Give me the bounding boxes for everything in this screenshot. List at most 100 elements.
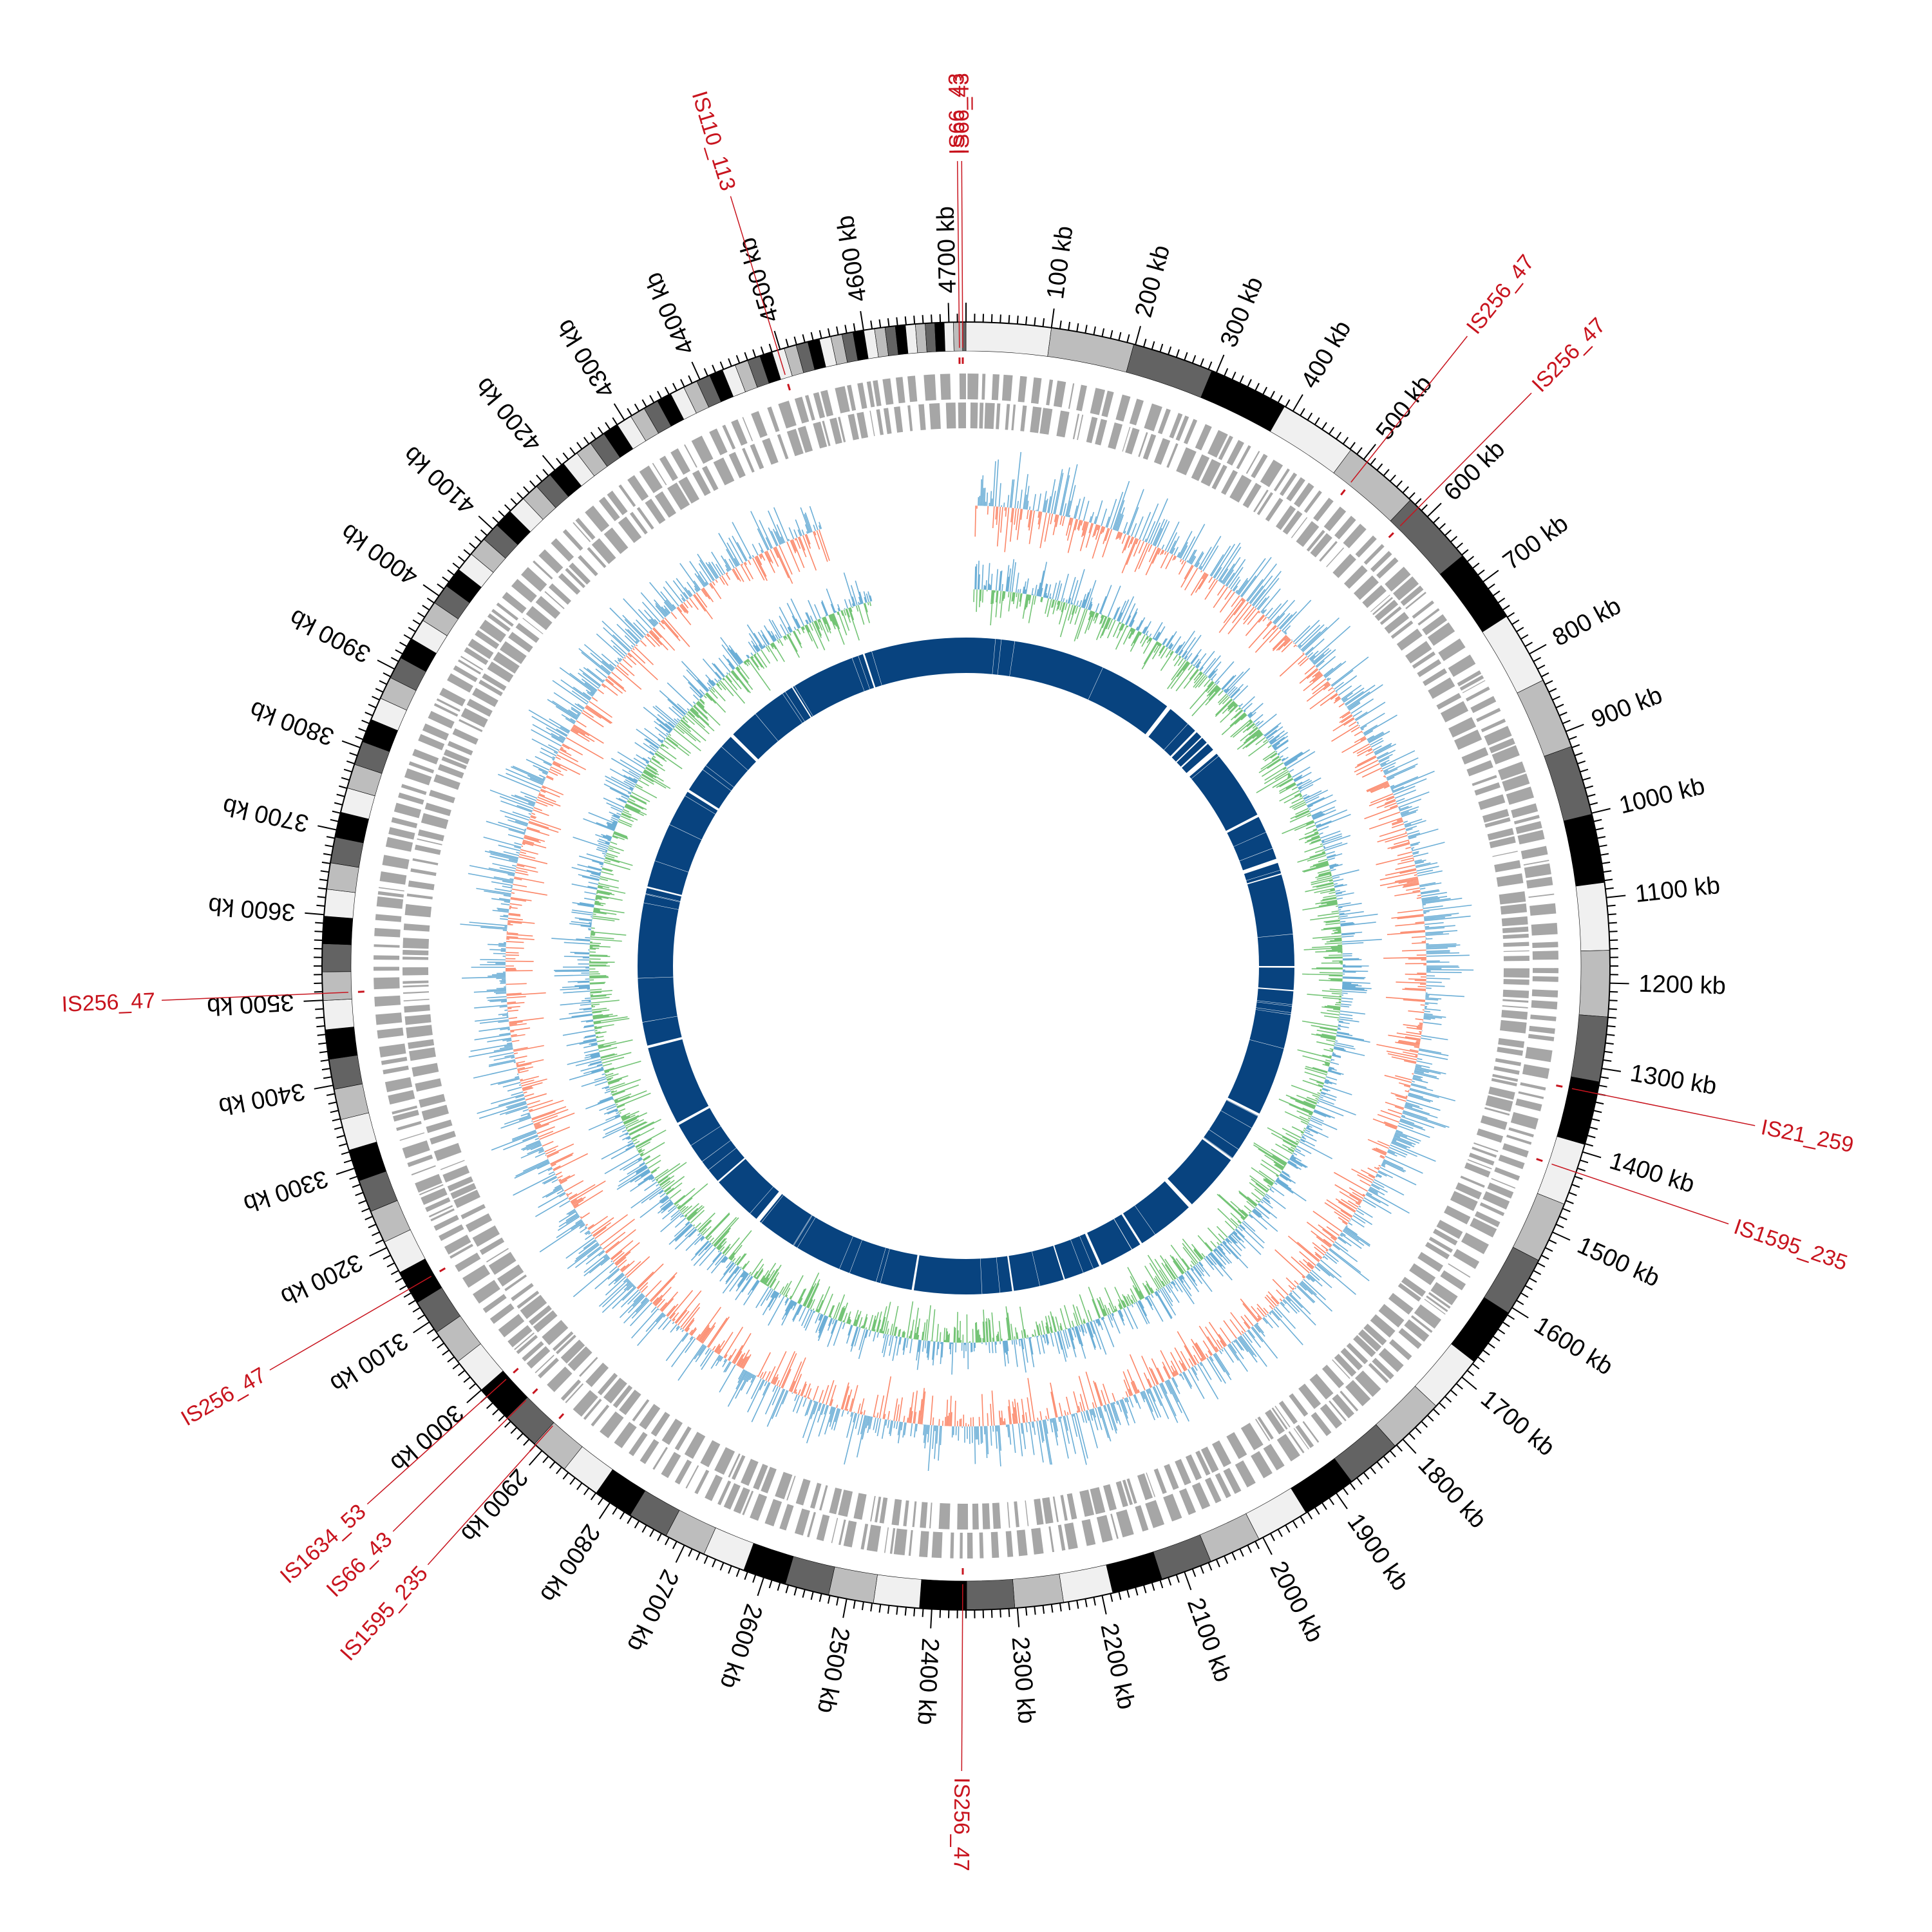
karyotype-band xyxy=(1200,370,1285,432)
is-label: IS256_47 xyxy=(949,1777,974,1871)
gene-track xyxy=(374,374,1558,1558)
karyotype-band xyxy=(1544,746,1593,822)
tick-label: 2100 kb xyxy=(1182,1595,1236,1685)
tick-label: 2700 kb xyxy=(621,1566,684,1656)
tick-label: 400 kb xyxy=(1296,316,1356,393)
is-label: IS1595_235 xyxy=(1731,1215,1851,1276)
tick-label: 4100 kb xyxy=(399,440,481,520)
is-leader-line xyxy=(956,161,960,348)
gene-blocks xyxy=(374,374,1558,1558)
karyotype-band xyxy=(966,1578,1016,1611)
karyotype-band xyxy=(925,322,936,353)
tick-label: 3300 kb xyxy=(240,1164,332,1217)
karyotype-band xyxy=(934,322,945,352)
tick-label: 100 kb xyxy=(1042,224,1079,301)
is-label: IS256_47 xyxy=(1462,250,1539,339)
karyotype-band xyxy=(1512,1193,1565,1261)
tick-label: 4700 kb xyxy=(933,206,962,294)
tick-label: 3000 kb xyxy=(385,1399,468,1477)
is-leader-line xyxy=(961,1584,963,1772)
homology-ring xyxy=(634,636,1298,1298)
is-leader-line xyxy=(1350,336,1468,483)
tick-label: 1300 kb xyxy=(1628,1059,1718,1100)
is-leader-line xyxy=(730,196,786,375)
tick-label: 2900 kb xyxy=(455,1464,533,1547)
karyotype-band xyxy=(323,998,355,1030)
karyotype-band xyxy=(322,916,354,945)
is-leader-line xyxy=(1399,392,1532,527)
tick-label: 600 kb xyxy=(1439,435,1510,506)
tick-label: 4200 kb xyxy=(471,372,547,457)
homology-blocks xyxy=(637,638,1294,1294)
karyotype-band xyxy=(1578,950,1611,1018)
tick-label: 1700 kb xyxy=(1475,1385,1560,1462)
tick-label: 3400 kb xyxy=(216,1077,307,1120)
is-marker xyxy=(439,1267,446,1273)
is-leader-line xyxy=(427,1425,553,1566)
tick-label: 2300 kb xyxy=(1006,1636,1040,1725)
tick-label: 800 kb xyxy=(1548,592,1625,652)
karyotype-band xyxy=(1059,1564,1113,1603)
is-leader-line xyxy=(1571,1088,1756,1126)
karyotype-band xyxy=(323,889,356,919)
is-label: IS21_259 xyxy=(1759,1115,1855,1157)
is-label: IS256_47 xyxy=(1527,313,1610,397)
gc-content-below xyxy=(505,506,1427,1427)
is-marker xyxy=(1536,1158,1543,1162)
is-marker xyxy=(787,383,791,391)
karyotype-band xyxy=(1571,1014,1609,1083)
is-leader-line xyxy=(392,1399,527,1532)
gc-skew-above xyxy=(551,559,1382,1375)
tick-label: 1400 kb xyxy=(1606,1148,1698,1198)
tick-label: 4400 kb xyxy=(639,269,700,359)
gc-skew-below xyxy=(589,589,1343,1343)
karyotype-band xyxy=(1333,449,1411,522)
tick-label: 1000 kb xyxy=(1616,773,1707,820)
is-marker xyxy=(532,1388,538,1394)
tick-label: 200 kb xyxy=(1130,242,1176,320)
karyotype-band xyxy=(326,862,359,893)
tick-label: 2200 kb xyxy=(1095,1621,1140,1712)
tick-label: 2500 kb xyxy=(812,1625,855,1716)
karyotype-band xyxy=(1575,882,1611,951)
karyotype-band xyxy=(784,1556,835,1596)
karyotype-band xyxy=(321,971,352,1001)
tick-lines xyxy=(303,303,1629,1629)
tick-label: 1600 kb xyxy=(1530,1311,1618,1380)
karyotype-band xyxy=(873,1574,922,1609)
tick-label: 3100 kb xyxy=(325,1327,413,1397)
is-leader-line xyxy=(366,1379,507,1505)
tick-label: 3800 kb xyxy=(247,696,337,750)
is-label: IS256_47 xyxy=(177,1363,270,1431)
tick-label: 1800 kb xyxy=(1412,1452,1492,1534)
gc-content-above xyxy=(460,451,1474,1472)
is-marker xyxy=(558,1413,565,1419)
karyotype-band xyxy=(325,1027,358,1060)
is-leader-line xyxy=(162,992,348,1001)
tick-label: 300 kb xyxy=(1215,273,1269,351)
tick-label: 2600 kb xyxy=(714,1601,767,1692)
is-leader-line xyxy=(961,160,963,348)
tick-label: 1100 kb xyxy=(1634,872,1721,908)
tick-marks xyxy=(303,303,1629,1629)
is-marker xyxy=(1340,489,1346,496)
tick-label: 2800 kb xyxy=(535,1519,605,1607)
karyotype-ring xyxy=(321,321,1611,1611)
tick-label: 1500 kb xyxy=(1573,1232,1664,1293)
karyotype-band xyxy=(321,943,352,972)
gc-content-track xyxy=(460,451,1474,1472)
karyotype-band xyxy=(1537,1136,1586,1205)
tick-label: 1200 kb xyxy=(1638,971,1726,1000)
karyotype-band xyxy=(1012,1573,1064,1609)
tick-label: 900 kb xyxy=(1588,681,1667,734)
tick-label: 3500 kb xyxy=(206,989,294,1020)
tick-label: 3900 kb xyxy=(285,603,375,668)
tick-label: 3200 kb xyxy=(276,1248,366,1311)
karyotype-band xyxy=(1482,616,1544,694)
tick-label: 2000 kb xyxy=(1264,1557,1329,1647)
karyotype-band xyxy=(1563,813,1605,887)
tick-label: 3700 kb xyxy=(220,792,311,837)
tick-label: 3600 kb xyxy=(207,892,296,926)
